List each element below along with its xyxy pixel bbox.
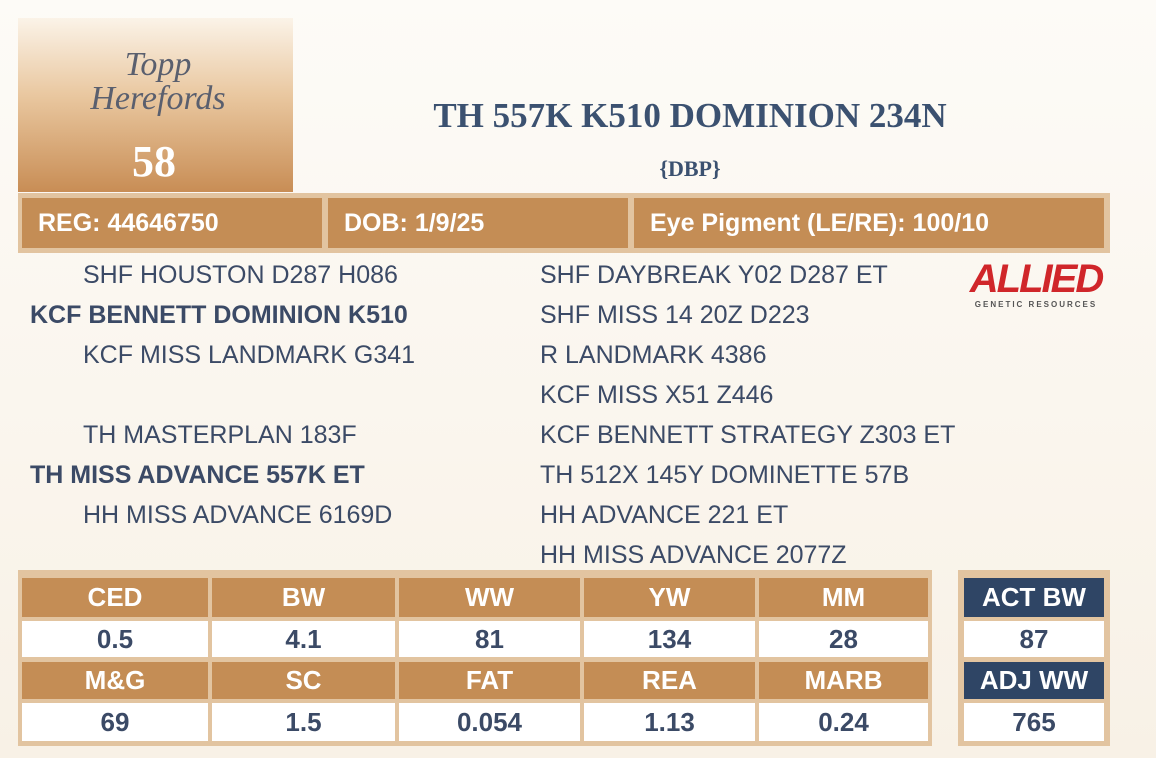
epd-label: WW: [399, 578, 580, 617]
epd-value: 134: [584, 621, 755, 657]
pedigree-grandparent: HH MISS ADVANCE 2077Z: [540, 541, 847, 569]
epd-label: BW: [212, 578, 395, 617]
epd-label: MM: [759, 578, 928, 617]
pedigree-grandparent: R LANDMARK 4386: [540, 341, 767, 369]
pedigree-grandparent: HH ADVANCE 221 ET: [540, 501, 789, 529]
pedigree-grandparent: SHF DAYBREAK Y02 D287 ET: [540, 261, 888, 289]
epd-value: 1.5: [212, 703, 395, 741]
lot-number: 58: [132, 137, 176, 186]
pedigree-grandparent: KCF MISS X51 Z446: [540, 381, 774, 409]
epd-value: 28: [759, 621, 928, 657]
info-bar: REG: 44646750 DOB: 1/9/25 Eye Pigment (L…: [18, 193, 1110, 253]
pedigree-name: SHF HOUSTON D287 H086: [83, 261, 398, 289]
epd-label: M&G: [22, 662, 208, 699]
epd-label: FAT: [399, 662, 580, 699]
info-cell: REG: 44646750: [22, 198, 322, 248]
epd-label: YW: [584, 578, 755, 617]
pedigree-grandparent: SHF MISS 14 20Z D223: [540, 301, 810, 329]
epd-label: SC: [212, 662, 395, 699]
actual-value: 765: [964, 703, 1104, 741]
epd-value: 0.054: [399, 703, 580, 741]
epd-table: CED 0.5 BW 4.1 WW 81 YW 134 MM 28 M&G 69 SC 1.5 FAT 0.0…: [18, 570, 932, 746]
pedigree-dam: TH MISS ADVANCE 557K ET: [30, 461, 365, 489]
epd-value: 0.24: [759, 703, 928, 741]
pedigree-sire: KCF BENNETT DOMINION K510: [30, 301, 408, 329]
epd-value: 4.1: [212, 621, 395, 657]
epd-label: REA: [584, 662, 755, 699]
pedigree-name: HH MISS ADVANCE 6169D: [83, 501, 393, 529]
pedigree-grandparent: KCF BENNETT STRATEGY Z303 ET: [540, 421, 956, 449]
info-cell: Eye Pigment (LE/RE): 100/10: [634, 198, 1104, 248]
sponsor-logo: ALLIED GENETIC RESOURCES: [958, 258, 1114, 309]
pedigree-grandparent: TH 512X 145Y DOMINETTE 57B: [540, 461, 910, 489]
epd-value: 69: [22, 703, 208, 741]
epd-value: 1.13: [584, 703, 755, 741]
pedigree-name: TH MASTERPLAN 183F: [83, 421, 357, 449]
epd-value: 0.5: [22, 621, 208, 657]
actual-value: 87: [964, 621, 1104, 657]
actual-label: ADJ WW: [964, 662, 1104, 699]
info-cell: DOB: 1/9/25: [328, 198, 628, 248]
epd-label: CED: [22, 578, 208, 617]
sponsor-name: ALLIED: [969, 257, 1104, 301]
actual-label: ACT BW: [964, 578, 1104, 617]
epd-label: MARB: [759, 662, 928, 699]
sponsor-tagline: GENETIC RESOURCES: [974, 300, 1098, 309]
actuals-table: ACT BW 87 ADJ WW 765: [958, 570, 1110, 746]
logo-name: Topp Herefords: [90, 46, 226, 117]
pedigree-name: KCF MISS LANDMARK G341: [83, 341, 416, 369]
epd-value: 81: [399, 621, 580, 657]
title: TH 557K K510 DOMINION 234N: [433, 96, 947, 135]
designation: {DBP}: [659, 156, 721, 181]
logo: Topp Herefords 58: [18, 18, 293, 192]
